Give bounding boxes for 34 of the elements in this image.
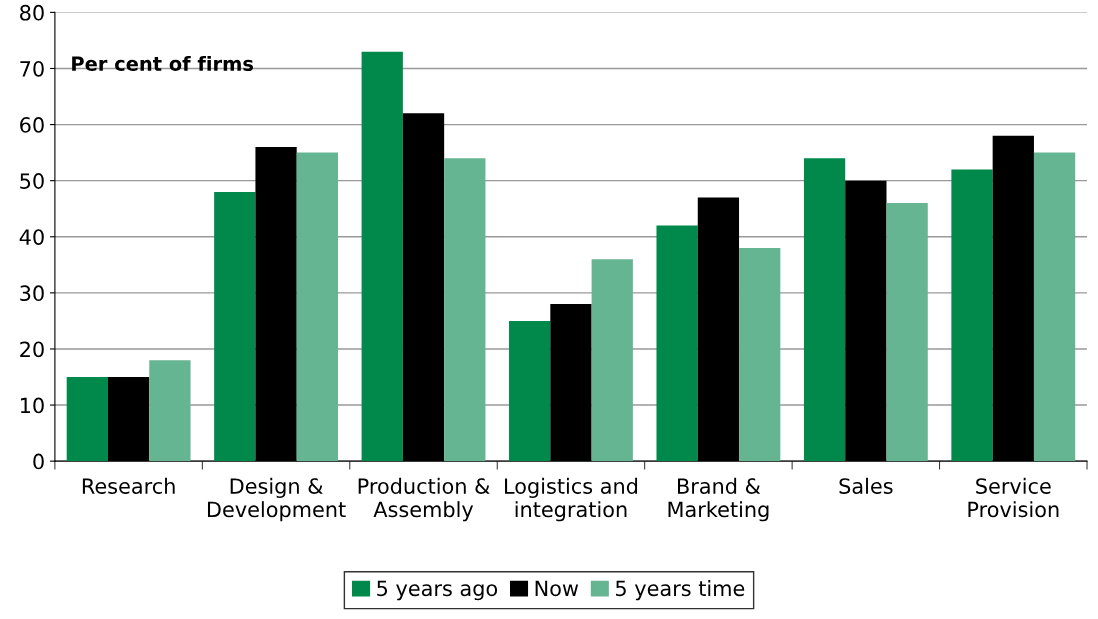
y-tick-label: 80 bbox=[20, 4, 44, 21]
bar bbox=[886, 203, 928, 462]
bar bbox=[1033, 152, 1076, 462]
y-tick-label: 0 bbox=[33, 453, 44, 470]
x-tick-label: Service Provision bbox=[968, 477, 1059, 518]
x-tick-label: Production & Assembly bbox=[358, 477, 490, 522]
legend-label: Now bbox=[535, 580, 579, 597]
legend-label: 5 years ago bbox=[377, 580, 498, 601]
annotation: Per cent of firms bbox=[72, 55, 254, 71]
bar bbox=[591, 259, 633, 462]
x-tick-label: Sales bbox=[839, 477, 893, 494]
y-tick-label: 20 bbox=[20, 341, 44, 358]
y-tick-label: 30 bbox=[20, 285, 44, 302]
bar bbox=[361, 51, 403, 462]
bar bbox=[509, 320, 551, 462]
x-tick-label: Research bbox=[82, 477, 175, 494]
bar bbox=[149, 360, 191, 462]
x-tick-label: Brand & Marketing bbox=[668, 477, 769, 522]
bar bbox=[66, 377, 108, 462]
y-tick-label: 50 bbox=[20, 173, 44, 189]
bar bbox=[951, 169, 993, 462]
legend-label: 5 years time bbox=[616, 580, 745, 601]
bar bbox=[656, 225, 698, 462]
bar bbox=[296, 152, 338, 462]
x-tick-label: Design & Development bbox=[207, 477, 346, 522]
bar bbox=[803, 158, 846, 462]
y-tick-label: 10 bbox=[20, 397, 44, 414]
y-tick-label: 60 bbox=[20, 117, 44, 133]
y-tick-label: 40 bbox=[19, 229, 44, 245]
bar bbox=[444, 158, 486, 462]
bar bbox=[214, 191, 256, 462]
y-tick-label: 70 bbox=[20, 60, 44, 77]
bar bbox=[739, 247, 781, 462]
x-tick-label: Logistics and integration bbox=[505, 477, 638, 522]
